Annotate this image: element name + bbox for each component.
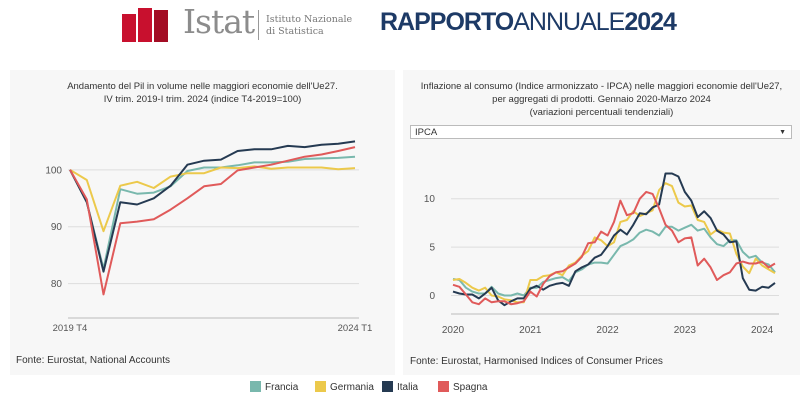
logo-subtitle-line2: di Statistica: [266, 26, 324, 37]
legend-label: Italia: [397, 382, 419, 393]
inflation-chart-title-line2: per aggregati di prodotti. Gennaio 2020-…: [492, 94, 711, 105]
legend-swatch: [382, 381, 393, 392]
inflation-line-chart: 0 5 10 2020 2021 2022 2023 2024: [424, 172, 779, 336]
aggregate-select[interactable]: IPCA ▼: [410, 125, 792, 139]
inflation-series-line-spagna[interactable]: [452, 190, 776, 306]
inflation-series-line-francia[interactable]: [452, 223, 776, 297]
gdp-series-line-germania[interactable]: [69, 165, 356, 233]
logo-word: Istat: [183, 2, 255, 41]
gdp-chart-title-line2: IV trim. 2019-I trim. 2024 (indice T4-20…: [103, 94, 302, 105]
legend-item-italia[interactable]: Italia: [382, 381, 418, 393]
inflation-x-tick-label: 2024: [751, 325, 774, 336]
inflation-y-tick-label: 10: [424, 194, 436, 205]
inflation-chart-title-line1: Inflazione al consumo (Indice armonizzat…: [420, 81, 783, 92]
gdp-y-tick-label: 90: [51, 222, 63, 233]
gdp-x-tick-label: 2019 T4: [53, 323, 88, 334]
gdp-x-tick-label: 2024 T1: [338, 323, 373, 334]
legend-item-francia[interactable]: Francia: [250, 381, 298, 393]
istat-logo-icon: [122, 8, 168, 42]
gdp-chart-title-line1: Andamento del Pil in volume nelle maggio…: [67, 81, 338, 92]
inflation-chart-title: Inflazione al consumo (Indice armonizzat…: [403, 80, 800, 119]
logo-subtitle: Istituto Nazionale di Statistica: [266, 14, 352, 38]
legend-item-spagna[interactable]: Spagna: [438, 381, 487, 393]
gdp-series-line-italia[interactable]: [69, 140, 356, 273]
legend-label: Spagna: [453, 382, 488, 393]
inflation-chart-title-line3: (variazioni percentuali tendenziali): [529, 107, 674, 118]
gdp-series-line-francia[interactable]: [69, 155, 356, 270]
report-title-part3: 2024: [624, 8, 677, 36]
inflation-chart-panel: [403, 70, 800, 375]
legend-item-germania[interactable]: Germania: [315, 381, 374, 393]
logo-divider: [258, 10, 259, 40]
inflation-chart-source: Fonte: Eurostat, Harmonised Indices of C…: [410, 356, 663, 367]
gdp-y-tick-label: 100: [45, 165, 62, 176]
inflation-x-tick-label: 2020: [442, 325, 465, 336]
inflation-series-line-italia[interactable]: [452, 172, 776, 307]
gdp-chart-source: Fonte: Eurostat, National Accounts: [16, 355, 170, 366]
inflation-y-tick-label: 0: [429, 291, 435, 302]
inflation-series-line-germania[interactable]: [452, 182, 776, 304]
logo-subtitle-line1: Istituto Nazionale: [266, 14, 353, 25]
caret-down-icon[interactable]: ▼: [779, 129, 786, 136]
gdp-chart-title: Andamento del Pil in volume nelle maggio…: [10, 80, 395, 106]
inflation-x-tick-label: 2021: [519, 325, 542, 336]
report-title: RAPPORTOANNUALE2024: [380, 8, 677, 37]
gdp-line-chart: 80 90 100 2019 T4 2024 T1: [45, 140, 373, 334]
gdp-chart-panel: [10, 70, 395, 375]
legend-swatch: [315, 381, 326, 392]
aggregate-select-value: IPCA: [415, 127, 438, 138]
report-title-part2: ANNUALE: [513, 8, 625, 36]
inflation-x-tick-label: 2022: [596, 325, 619, 336]
report-title-part1: RAPPORTO: [380, 8, 514, 36]
report-header: Istat Istituto Nazionale di Statistica R…: [0, 0, 812, 48]
gdp-series-line-spagna[interactable]: [69, 146, 356, 296]
legend-swatch: [250, 381, 261, 392]
legend-label: Francia: [265, 382, 299, 393]
inflation-y-tick-label: 5: [429, 243, 435, 254]
legend-swatch: [438, 381, 449, 392]
gdp-y-tick-label: 80: [51, 279, 63, 290]
inflation-x-tick-label: 2023: [674, 325, 697, 336]
legend-label: Germania: [330, 382, 374, 393]
